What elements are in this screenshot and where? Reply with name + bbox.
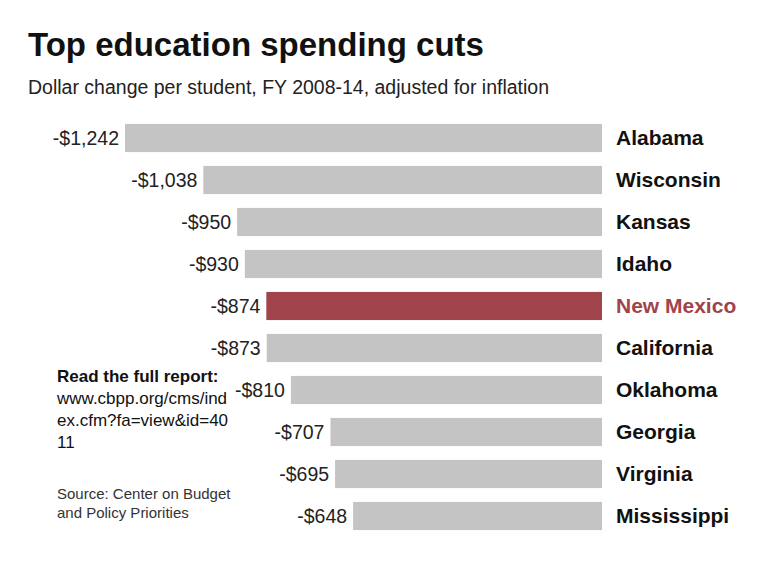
tick: Kansas [616,210,691,233]
tick: Wisconsin [616,168,721,191]
bar [245,250,602,278]
category-label: California [616,336,713,359]
report-note: Read the full report: www.cbpp.org/cms/i… [57,366,235,454]
title: Top education spending cuts [28,26,484,63]
data-label: -$695 [279,463,329,485]
category-label: Virginia [616,462,693,485]
data-label: -$648 [297,505,347,527]
bar [291,376,602,404]
category-label: Idaho [616,252,672,275]
data-label: -$873 [211,337,261,359]
category-label: Alabama [616,126,704,149]
category-label: Oklahoma [616,378,718,401]
chart-svg: Top education spending cuts Dollar change… [0,0,760,566]
tick: Idaho [616,252,672,275]
data-label: -$874 [210,295,260,317]
chart-root: Top education spending cuts Dollar change… [0,0,760,566]
tick: Oklahoma [616,378,718,401]
category-label: Mississippi [616,504,729,527]
tick: Georgia [616,420,696,443]
bar [266,292,602,320]
bar [203,166,602,194]
category-axis: Alabama Wisconsin Kansas Idaho New Mexico Cal… [616,118,736,538]
bar [335,460,602,488]
data-label: -$810 [235,379,285,401]
bar [353,502,602,530]
tick: California [616,336,713,359]
data-label: -$707 [275,421,325,443]
data-label: -$1,038 [131,169,197,191]
bar [330,418,602,446]
category-label: New Mexico [616,294,736,317]
tick: Virginia [616,462,693,485]
data-labels: -$1,242 -$1,038 -$950 -$930 -$874 -$873 -$810 -… [53,127,347,527]
subtitle: Dollar change per student, FY 2008-14, a… [28,76,549,98]
category-label: Kansas [616,210,691,233]
category-label: Georgia [616,420,696,443]
data-label: -$950 [181,211,231,233]
source-note: Source: Center on Budget and Policy Prio… [57,484,232,522]
report-url: www.cbpp.org/cms/index.cfm?fa=view&id=40… [57,389,228,452]
report-note-label: Read the full report: [57,367,219,386]
tick: New Mexico [616,294,736,317]
bar [125,124,602,152]
tick: Mississippi [616,504,729,527]
bars [125,124,602,530]
bar [267,334,602,362]
category-label: Wisconsin [616,168,721,191]
bar [237,208,602,236]
tick: Alabama [616,126,704,149]
data-label: -$930 [189,253,239,275]
data-label: -$1,242 [53,127,119,149]
